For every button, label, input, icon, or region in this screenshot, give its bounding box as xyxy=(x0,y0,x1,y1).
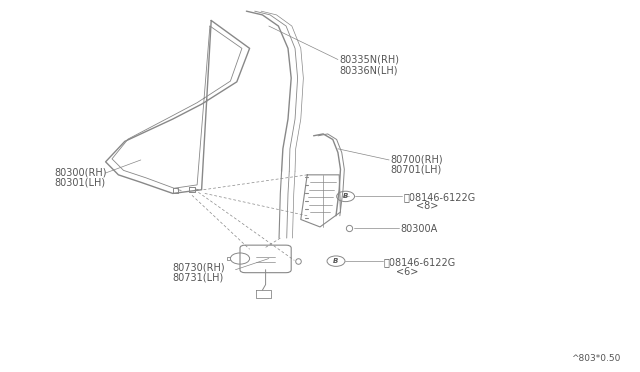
Text: <6>: <6> xyxy=(396,267,418,276)
Text: 80700(RH): 80700(RH) xyxy=(390,155,443,165)
Text: 80335N(RH): 80335N(RH) xyxy=(339,55,399,64)
Text: 80336N(LH): 80336N(LH) xyxy=(339,66,397,76)
Text: ^803*0.50: ^803*0.50 xyxy=(572,354,621,363)
Text: Ⓑ08146-6122G: Ⓑ08146-6122G xyxy=(403,192,476,202)
Text: 80731(LH): 80731(LH) xyxy=(173,272,224,282)
Text: 80301(LH): 80301(LH) xyxy=(54,177,106,187)
Text: 80701(LH): 80701(LH) xyxy=(390,164,442,174)
Text: Ⓑ08146-6122G: Ⓑ08146-6122G xyxy=(384,257,456,267)
Text: B: B xyxy=(343,193,348,199)
Text: B: B xyxy=(333,258,339,264)
Text: 80300(RH): 80300(RH) xyxy=(54,168,107,178)
Text: 80300A: 80300A xyxy=(400,224,437,234)
Text: 80730(RH): 80730(RH) xyxy=(173,263,225,273)
Text: <8>: <8> xyxy=(416,202,438,211)
